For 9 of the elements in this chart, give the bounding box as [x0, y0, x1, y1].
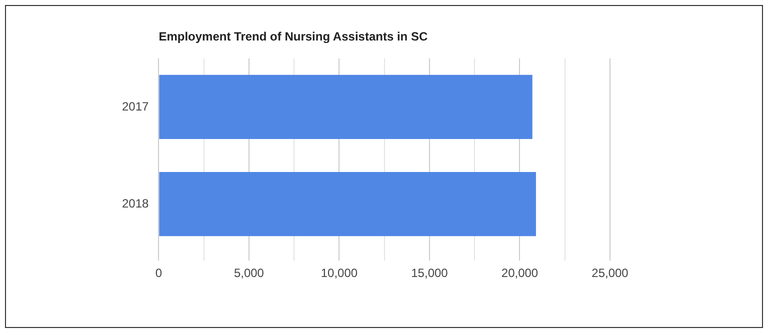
x-tick-label: 25,000: [592, 266, 629, 280]
x-tick-label: 10,000: [320, 266, 358, 280]
text: 5,000: [234, 266, 264, 280]
y-tick-label: 2017: [122, 99, 150, 114]
x-tick-label: 15,000: [411, 266, 448, 280]
x-tick-label: 0: [155, 266, 162, 280]
y-tick-label: 2018: [122, 196, 150, 210]
x-tick-label: 20,000: [501, 266, 538, 280]
chart-title: Employment Trend of Nursing Assistants in SC: [158, 30, 428, 44]
